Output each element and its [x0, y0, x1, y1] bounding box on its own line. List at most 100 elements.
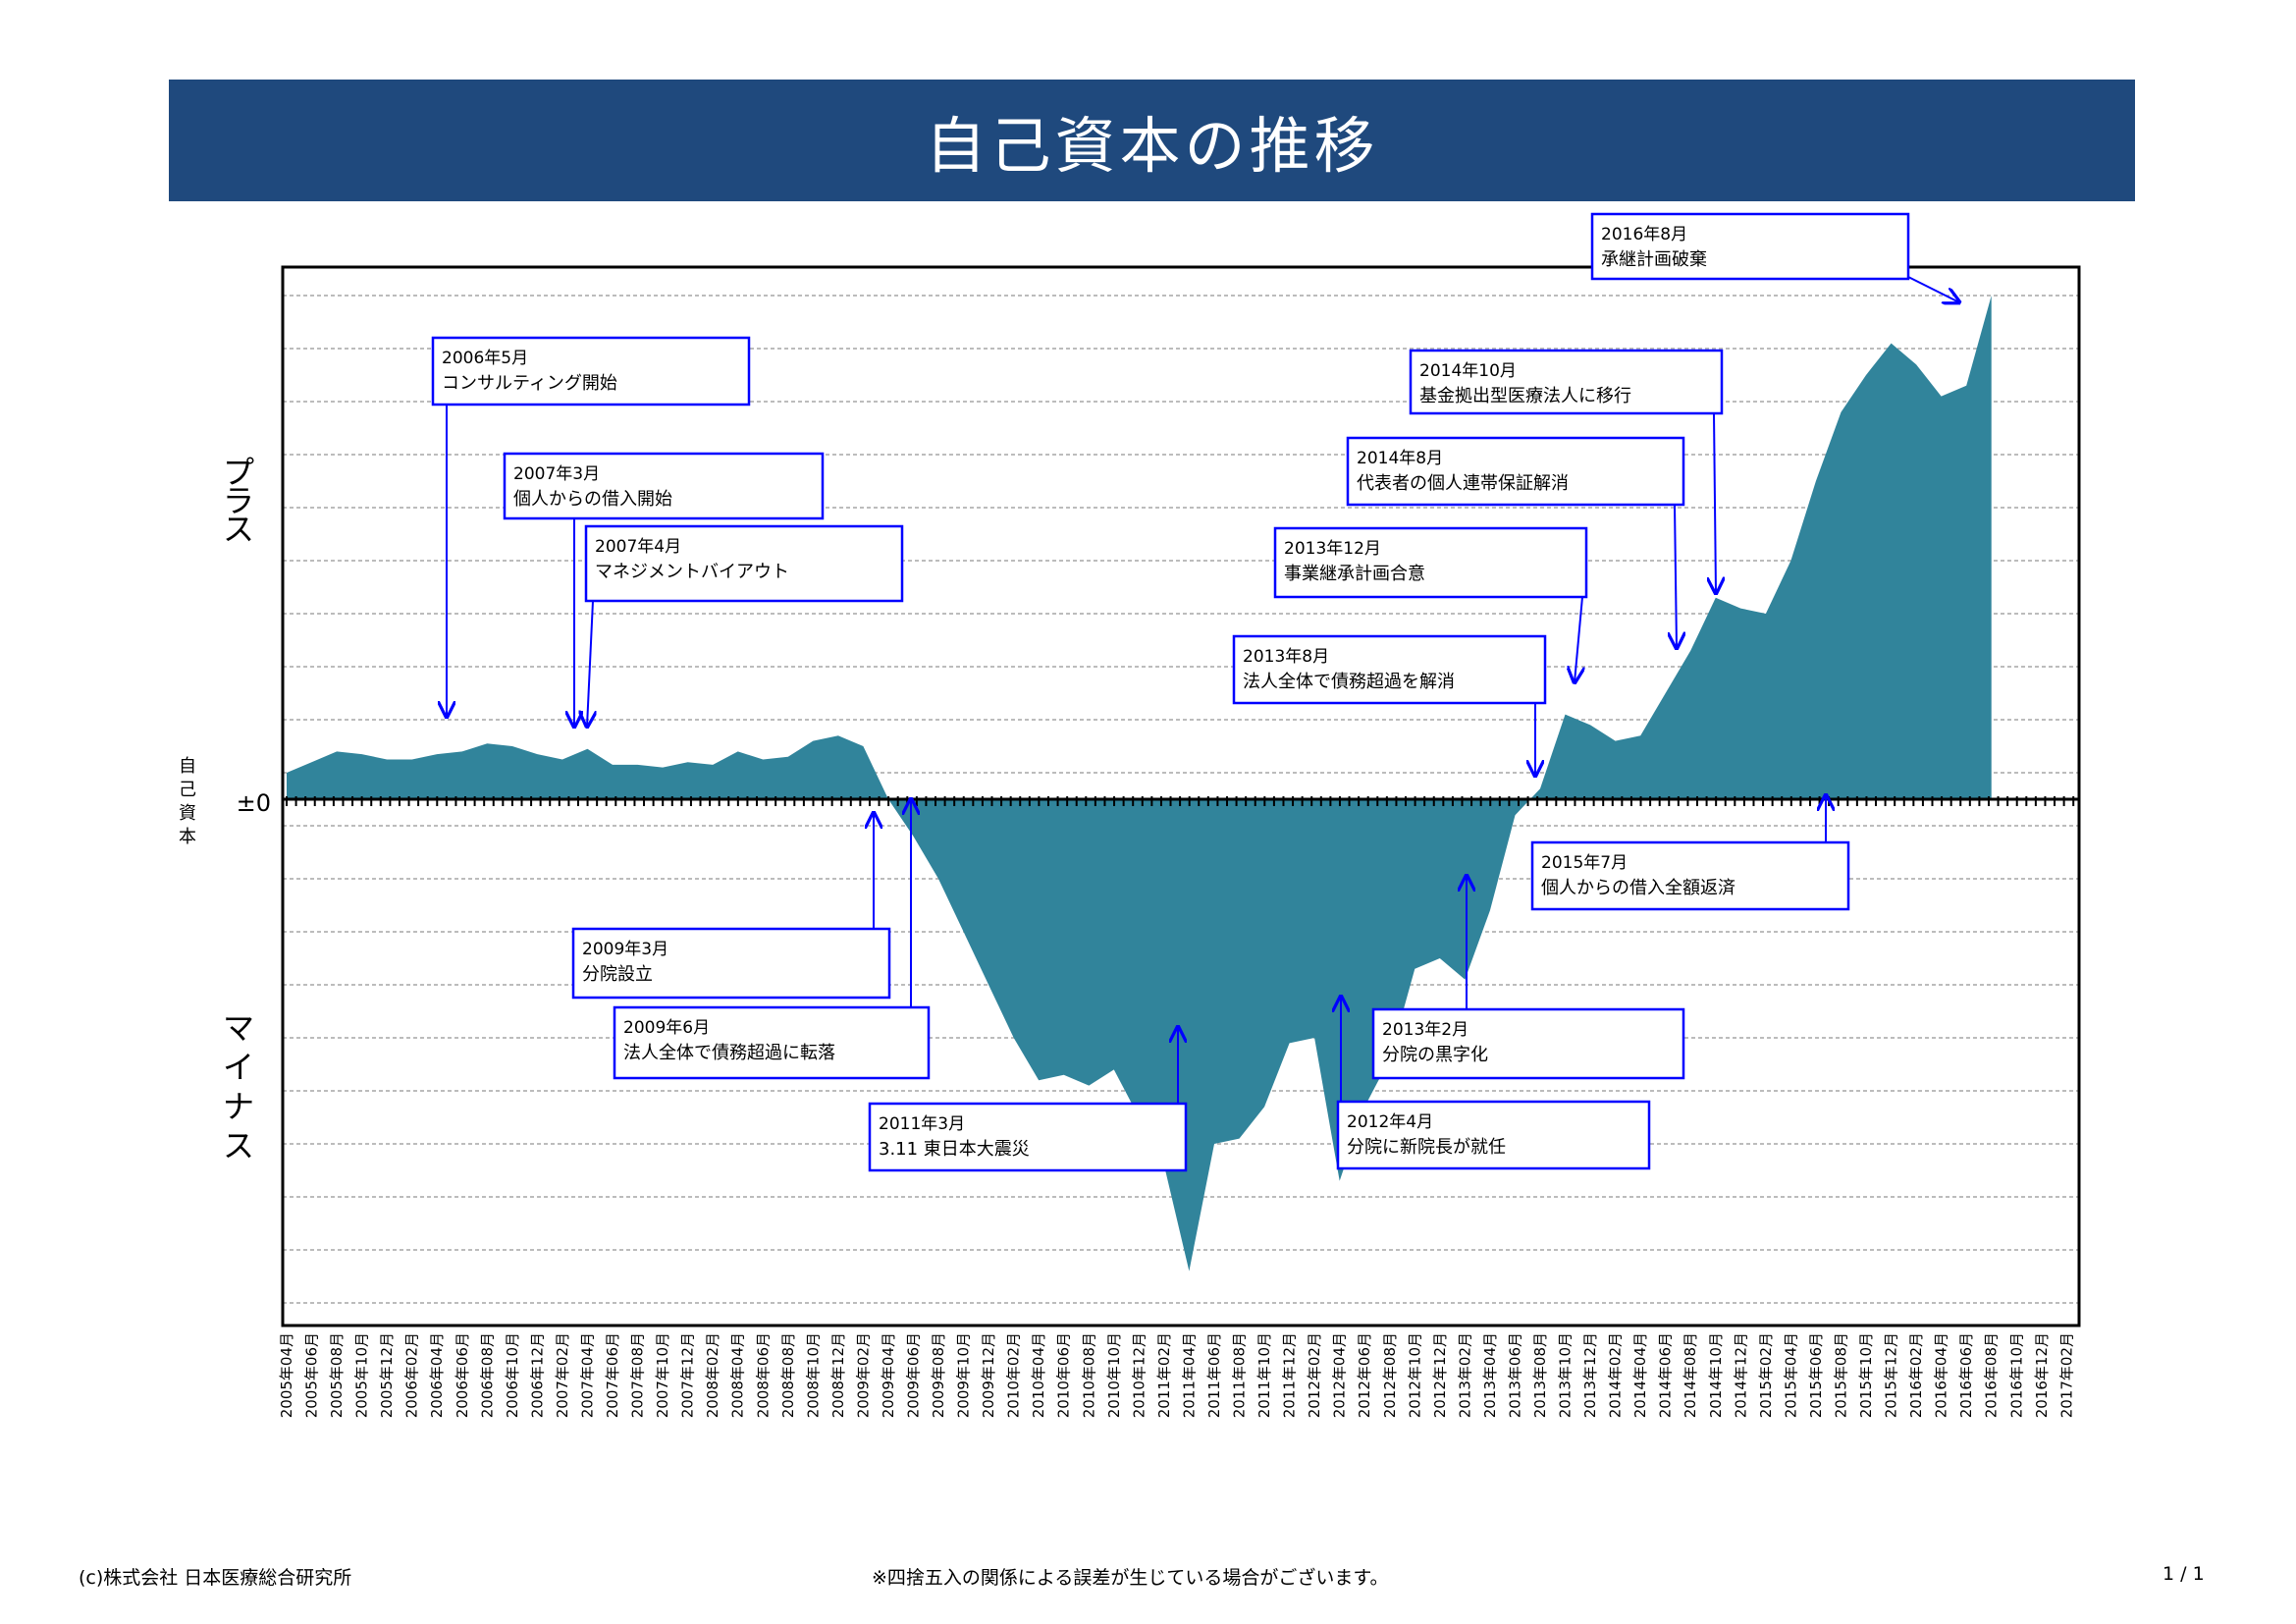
x-tick-label: 2016年02月: [1907, 1332, 1925, 1418]
x-tick-label: 2007年12月: [679, 1332, 697, 1418]
x-tick-label: 2014年08月: [1682, 1332, 1699, 1418]
x-tick-label: 2009年08月: [930, 1332, 947, 1418]
minus-label: ス: [223, 1127, 254, 1164]
minus-label: マ: [223, 1009, 254, 1047]
x-tick-label: 2015年06月: [1807, 1332, 1825, 1418]
annotation-date: 2016年8月: [1601, 225, 1687, 244]
annotation-date: 2009年6月: [623, 1018, 710, 1038]
annotation-event: 承継計画破棄: [1601, 249, 1707, 270]
x-tick-label: 2015年02月: [1757, 1332, 1775, 1418]
x-tick-label: 2005年04月: [278, 1332, 295, 1418]
annotation-date: 2013年8月: [1243, 647, 1329, 667]
annotation-event: 分院設立: [582, 964, 653, 985]
x-tick-label: 2017年02月: [2057, 1332, 2075, 1418]
x-tick-label: 2016年08月: [1983, 1332, 2001, 1418]
annotation-callout: 2011年3月 3.11 東日本大震災: [868, 1027, 1188, 1172]
x-tick-label: 2012年06月: [1356, 1332, 1373, 1418]
minus-label: イ: [223, 1049, 254, 1086]
x-tick-label: 2005年12月: [378, 1332, 396, 1418]
x-tick-label: 2012年02月: [1306, 1332, 1323, 1418]
x-tick-label: 2015年08月: [1832, 1332, 1849, 1418]
x-tick-label: 2006年04月: [428, 1332, 446, 1418]
x-tick-label: 2014年10月: [1707, 1332, 1725, 1418]
annotation-event: 個人からの借入全額返済: [1541, 878, 1735, 898]
x-tick-label: 2016年04月: [1933, 1332, 1950, 1418]
annotation-arrow: [1575, 596, 1582, 682]
annotation-box: [613, 1005, 931, 1080]
x-tick-label: 2007年02月: [554, 1332, 571, 1418]
annotation-date: 2014年8月: [1357, 449, 1443, 468]
minus-label: ナ: [223, 1088, 254, 1125]
x-tick-label: 2011年06月: [1205, 1332, 1223, 1418]
x-tick-label: 2005年10月: [353, 1332, 371, 1418]
annotation-date: 2007年3月: [513, 464, 600, 484]
plot-frame: [281, 265, 2081, 1327]
plus-label: ス: [223, 511, 254, 548]
x-tick-label: 2013年04月: [1481, 1332, 1499, 1418]
annotation-box: [1346, 436, 1685, 507]
x-tick-label: 2008年10月: [804, 1332, 822, 1418]
annotation-date: 2013年2月: [1382, 1020, 1468, 1040]
x-tick-label: 2008年04月: [729, 1332, 747, 1418]
x-tick-label: 2007年04月: [578, 1332, 596, 1418]
x-tick-label: 2005年08月: [328, 1332, 346, 1418]
annotation-date: 2013年12月: [1284, 539, 1381, 559]
x-tick-label: 2011年12月: [1281, 1332, 1299, 1418]
x-tick-label: 2007年10月: [654, 1332, 671, 1418]
x-tick-label: 2014年06月: [1657, 1332, 1675, 1418]
x-tick-label: 2009年04月: [880, 1332, 897, 1418]
x-tick-label: 2015年12月: [1883, 1332, 1900, 1418]
annotation-event: 基金拠出型医療法人に移行: [1419, 386, 1631, 406]
footer-note: ※四捨五入の関係による誤差が生じている場合がございます。: [872, 1567, 1389, 1589]
x-tick-labels: 2005年04月 2005年06月 2005年08月 2005年10月 2005年12月…: [278, 1332, 2075, 1418]
x-tick-label: 2009年10月: [955, 1332, 973, 1418]
annotations: 2006年5月コンサルティング開始2007年3月個人からの借入開始2007年4月…: [431, 212, 1959, 1172]
x-tick-label: 2014年12月: [1732, 1332, 1749, 1418]
x-tick-label: 2008年06月: [754, 1332, 772, 1418]
x-tick-label: 2010年06月: [1055, 1332, 1073, 1418]
annotation-event: 分院の黒字化: [1382, 1045, 1488, 1065]
annotation-event: 法人全体で債務超過に転落: [623, 1043, 835, 1063]
annotation-box: [1371, 1007, 1685, 1080]
y-axis-title: 自: [179, 756, 196, 777]
series-area-path: [287, 296, 1992, 1272]
annotation-box: [868, 1102, 1188, 1172]
x-tick-label: 2007年08月: [629, 1332, 647, 1418]
x-tick-label: 2010年04月: [1030, 1332, 1047, 1418]
annotation-date: 2009年3月: [582, 940, 668, 959]
plus-label: プ: [223, 454, 254, 491]
y-axis-title: 己: [179, 780, 196, 800]
annotation-event: 個人からの借入開始: [513, 489, 672, 510]
x-tick-label: 2012年12月: [1431, 1332, 1449, 1418]
axes: [281, 265, 2081, 1327]
annotation-box: [1590, 212, 1910, 281]
page-title: 自己資本の推移: [925, 110, 1379, 182]
annotation-box: [1273, 526, 1588, 599]
x-tick-label: 2005年06月: [303, 1332, 321, 1418]
x-tick-label: 2013年12月: [1581, 1332, 1599, 1418]
x-tick-label: 2006年02月: [403, 1332, 421, 1418]
x-tick-label: 2007年06月: [604, 1332, 621, 1418]
x-tick-label: 2009年12月: [980, 1332, 997, 1418]
annotation-date: 2011年3月: [879, 1114, 965, 1134]
annotation-event: 法人全体で債務超過を解消: [1243, 672, 1455, 692]
annotation-box: [431, 336, 751, 406]
annotation-arrow: [1675, 504, 1677, 648]
x-tick-label: 2010年10月: [1105, 1332, 1123, 1418]
x-tick-label: 2014年02月: [1607, 1332, 1625, 1418]
annotation-box: [571, 927, 891, 1000]
x-tick-label: 2009年06月: [905, 1332, 923, 1418]
x-tick-label: 2012年04月: [1331, 1332, 1349, 1418]
annotation-date: 2006年5月: [442, 349, 528, 368]
